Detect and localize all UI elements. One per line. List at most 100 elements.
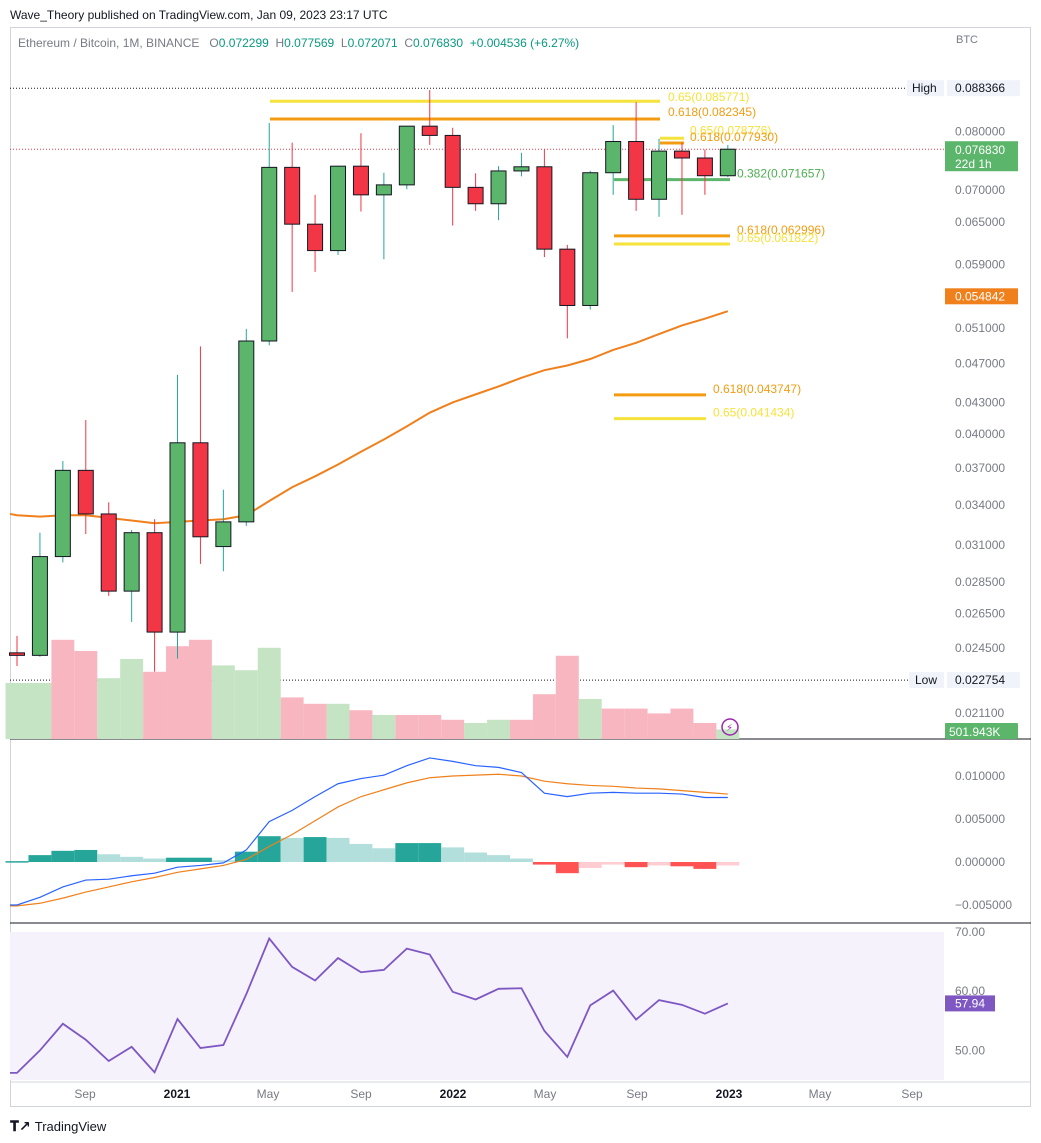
volume-bar xyxy=(578,699,602,739)
symbol-name: Ethereum / Bitcoin, 1M, BINANCE xyxy=(18,36,200,50)
volume-bar xyxy=(601,708,625,739)
candle-body xyxy=(719,148,736,177)
rsi-axis-tick: 50.00 xyxy=(955,1043,985,1057)
high-badge xyxy=(907,80,944,97)
macd-histogram-bar xyxy=(120,856,144,862)
candles-layer xyxy=(9,90,736,672)
macd-axis-tick: 0.000000 xyxy=(955,855,1005,869)
price-axis-tick: 0.034000 xyxy=(955,498,1005,512)
time-axis-label: May xyxy=(809,1087,832,1101)
candle-body xyxy=(284,166,301,225)
high-label: H xyxy=(275,36,285,50)
volume-value-badge xyxy=(945,723,1018,739)
high-value: 0.077569 xyxy=(284,36,335,50)
chart-frame xyxy=(10,27,1031,1107)
volume-bar xyxy=(257,647,281,739)
time-axis-layer: Sep 2021 May Sep 2022 May Sep 2023 May Sep xyxy=(10,1081,1031,1101)
price-axis-tick: 0.021100 xyxy=(955,706,1004,720)
volume-bar xyxy=(51,639,75,739)
volume-bar xyxy=(326,703,350,739)
rsi-value-badge xyxy=(945,995,995,1012)
fib-level-label: 0.618(0.077930) xyxy=(690,130,778,144)
price-axis-tick: 0.047000 xyxy=(955,357,1005,371)
ema-value-label: 0.054842 xyxy=(955,289,1005,303)
candle-body xyxy=(307,223,324,252)
candle-body xyxy=(54,469,71,558)
fib-level-label: 0.65(0.085771) xyxy=(668,90,749,104)
candle-body xyxy=(261,166,278,342)
macd-histogram-bar xyxy=(303,837,327,862)
volume-bar xyxy=(211,665,235,739)
rsi-axis-tick: 60.00 xyxy=(955,984,985,998)
candle-body xyxy=(31,556,48,656)
macd-histogram-bar xyxy=(166,857,189,862)
tradingview-logo[interactable]: 𝐓↗ TradingView xyxy=(10,1118,106,1135)
macd-histogram-bar xyxy=(464,852,488,862)
volume-bar xyxy=(395,715,419,739)
candle-body xyxy=(352,165,369,196)
macd-line xyxy=(10,757,728,906)
volume-bar xyxy=(647,713,671,739)
price-axis-tick: 0.059000 xyxy=(955,257,1005,271)
high-value-badge xyxy=(947,80,1020,97)
last-price-label: 0.076830 xyxy=(955,143,1005,157)
candle-body xyxy=(9,652,25,656)
candle-body xyxy=(169,442,186,633)
fib-level-label: 0.618(0.062996) xyxy=(737,223,825,237)
time-axis-label: Sep xyxy=(901,1087,923,1101)
volume-layer: ⚡ xyxy=(5,639,740,739)
price-axis-tick: 0.051000 xyxy=(955,321,1005,335)
macd-histogram-bar xyxy=(74,849,98,862)
high-value-label: 0.088366 xyxy=(955,81,1005,95)
candle-body xyxy=(330,165,347,252)
rsi-line xyxy=(10,936,729,1074)
macd-histogram-bar xyxy=(441,847,465,862)
candle-body xyxy=(536,166,553,250)
currency-label: BTC xyxy=(956,34,978,46)
macd-histogram-bar xyxy=(188,857,212,862)
volume-bar xyxy=(509,719,533,739)
volume-bar xyxy=(418,715,442,739)
candle-body xyxy=(444,134,461,188)
price-axis-tick: 0.026500 xyxy=(955,607,1005,621)
candle-body xyxy=(238,340,255,523)
close-label: C xyxy=(404,36,413,50)
fib-level-label: 0.65(0.041434) xyxy=(713,406,794,420)
macd-histogram-bar xyxy=(670,862,694,867)
volume-bar xyxy=(303,703,327,739)
price-axis-tick: 0.028500 xyxy=(955,575,1005,589)
macd-histogram-bar xyxy=(693,862,717,869)
low-value-badge xyxy=(947,672,1020,689)
candle-body xyxy=(582,172,599,306)
volume-bar xyxy=(372,715,396,739)
macd-histogram-bar xyxy=(234,851,258,862)
rsi-band xyxy=(10,932,944,1080)
macd-axis-tick: 0.010000 xyxy=(955,769,1005,783)
time-axis-label: 2021 xyxy=(164,1087,191,1101)
low-badge-label: Low xyxy=(915,673,937,687)
macd-histogram-bar xyxy=(349,843,373,862)
candle-body xyxy=(375,184,392,196)
volume-bar xyxy=(120,659,144,739)
rsi-axis-tick: 70.00 xyxy=(955,925,985,939)
publisher-caption: Wave_Theory published on TradingView.com… xyxy=(10,8,388,22)
macd-histogram-bar xyxy=(418,843,442,862)
time-axis-label: Sep xyxy=(626,1087,648,1101)
time-axis-label: Sep xyxy=(74,1087,96,1101)
low-label: L xyxy=(340,36,348,50)
volume-bar xyxy=(624,708,648,739)
candle-body xyxy=(605,141,622,174)
candle-body xyxy=(146,532,163,633)
fib-level-label: 0.65(0.061822) xyxy=(737,231,818,245)
volume-bar xyxy=(234,670,258,739)
volume-bar xyxy=(349,710,373,739)
macd-histogram-bar xyxy=(211,860,235,862)
macd-histogram-bar xyxy=(5,861,29,863)
time-axis-label: May xyxy=(257,1087,280,1101)
macd-histogram-bar xyxy=(372,848,396,862)
candle-body xyxy=(77,469,94,515)
candle-body xyxy=(100,513,117,592)
macd-histogram-bar xyxy=(257,836,281,862)
time-axis-label: 2023 xyxy=(716,1087,743,1101)
